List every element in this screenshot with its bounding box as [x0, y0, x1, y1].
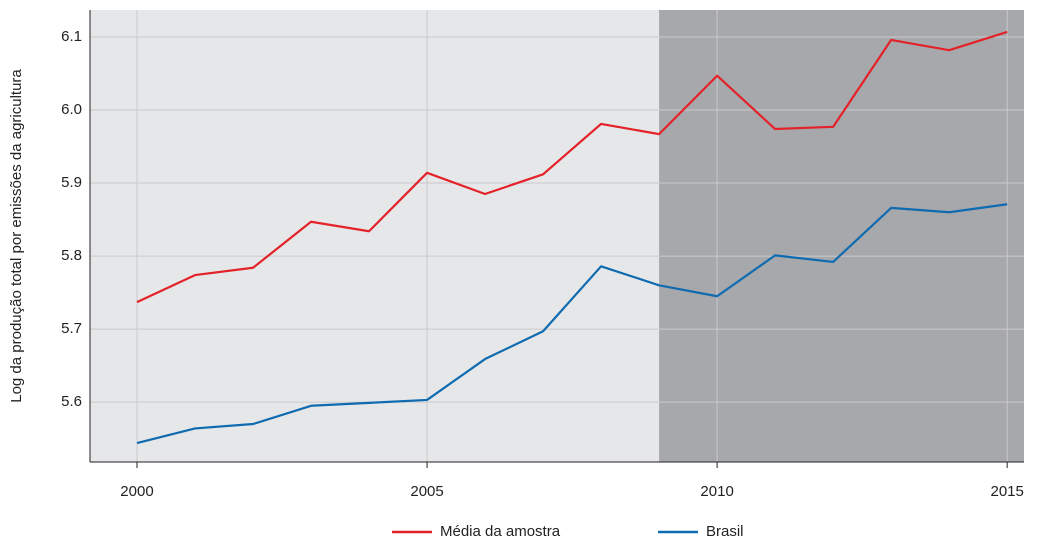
- y-tick-label: 5.9: [61, 174, 82, 191]
- shaded-period: [659, 10, 1024, 462]
- legend-label: Média da amostra: [440, 523, 561, 540]
- x-tick-label: 2000: [120, 483, 153, 500]
- y-tick-label: 6.1: [61, 28, 82, 45]
- legend-label: Brasil: [706, 523, 744, 540]
- y-tick-label: 5.7: [61, 320, 82, 337]
- line-series: [136, 203, 1008, 445]
- x-tick-label: 2015: [990, 483, 1023, 500]
- y-tick-label: 6.0: [61, 101, 82, 118]
- y-tick-label: 5.8: [61, 247, 82, 264]
- y-axis-label: Log da produção total por emissões da ag…: [8, 69, 25, 403]
- line-series: [136, 30, 1008, 304]
- y-tick-label: 5.6: [61, 393, 82, 410]
- x-tick-label: 2005: [410, 483, 443, 500]
- x-tick-label: 2010: [700, 483, 733, 500]
